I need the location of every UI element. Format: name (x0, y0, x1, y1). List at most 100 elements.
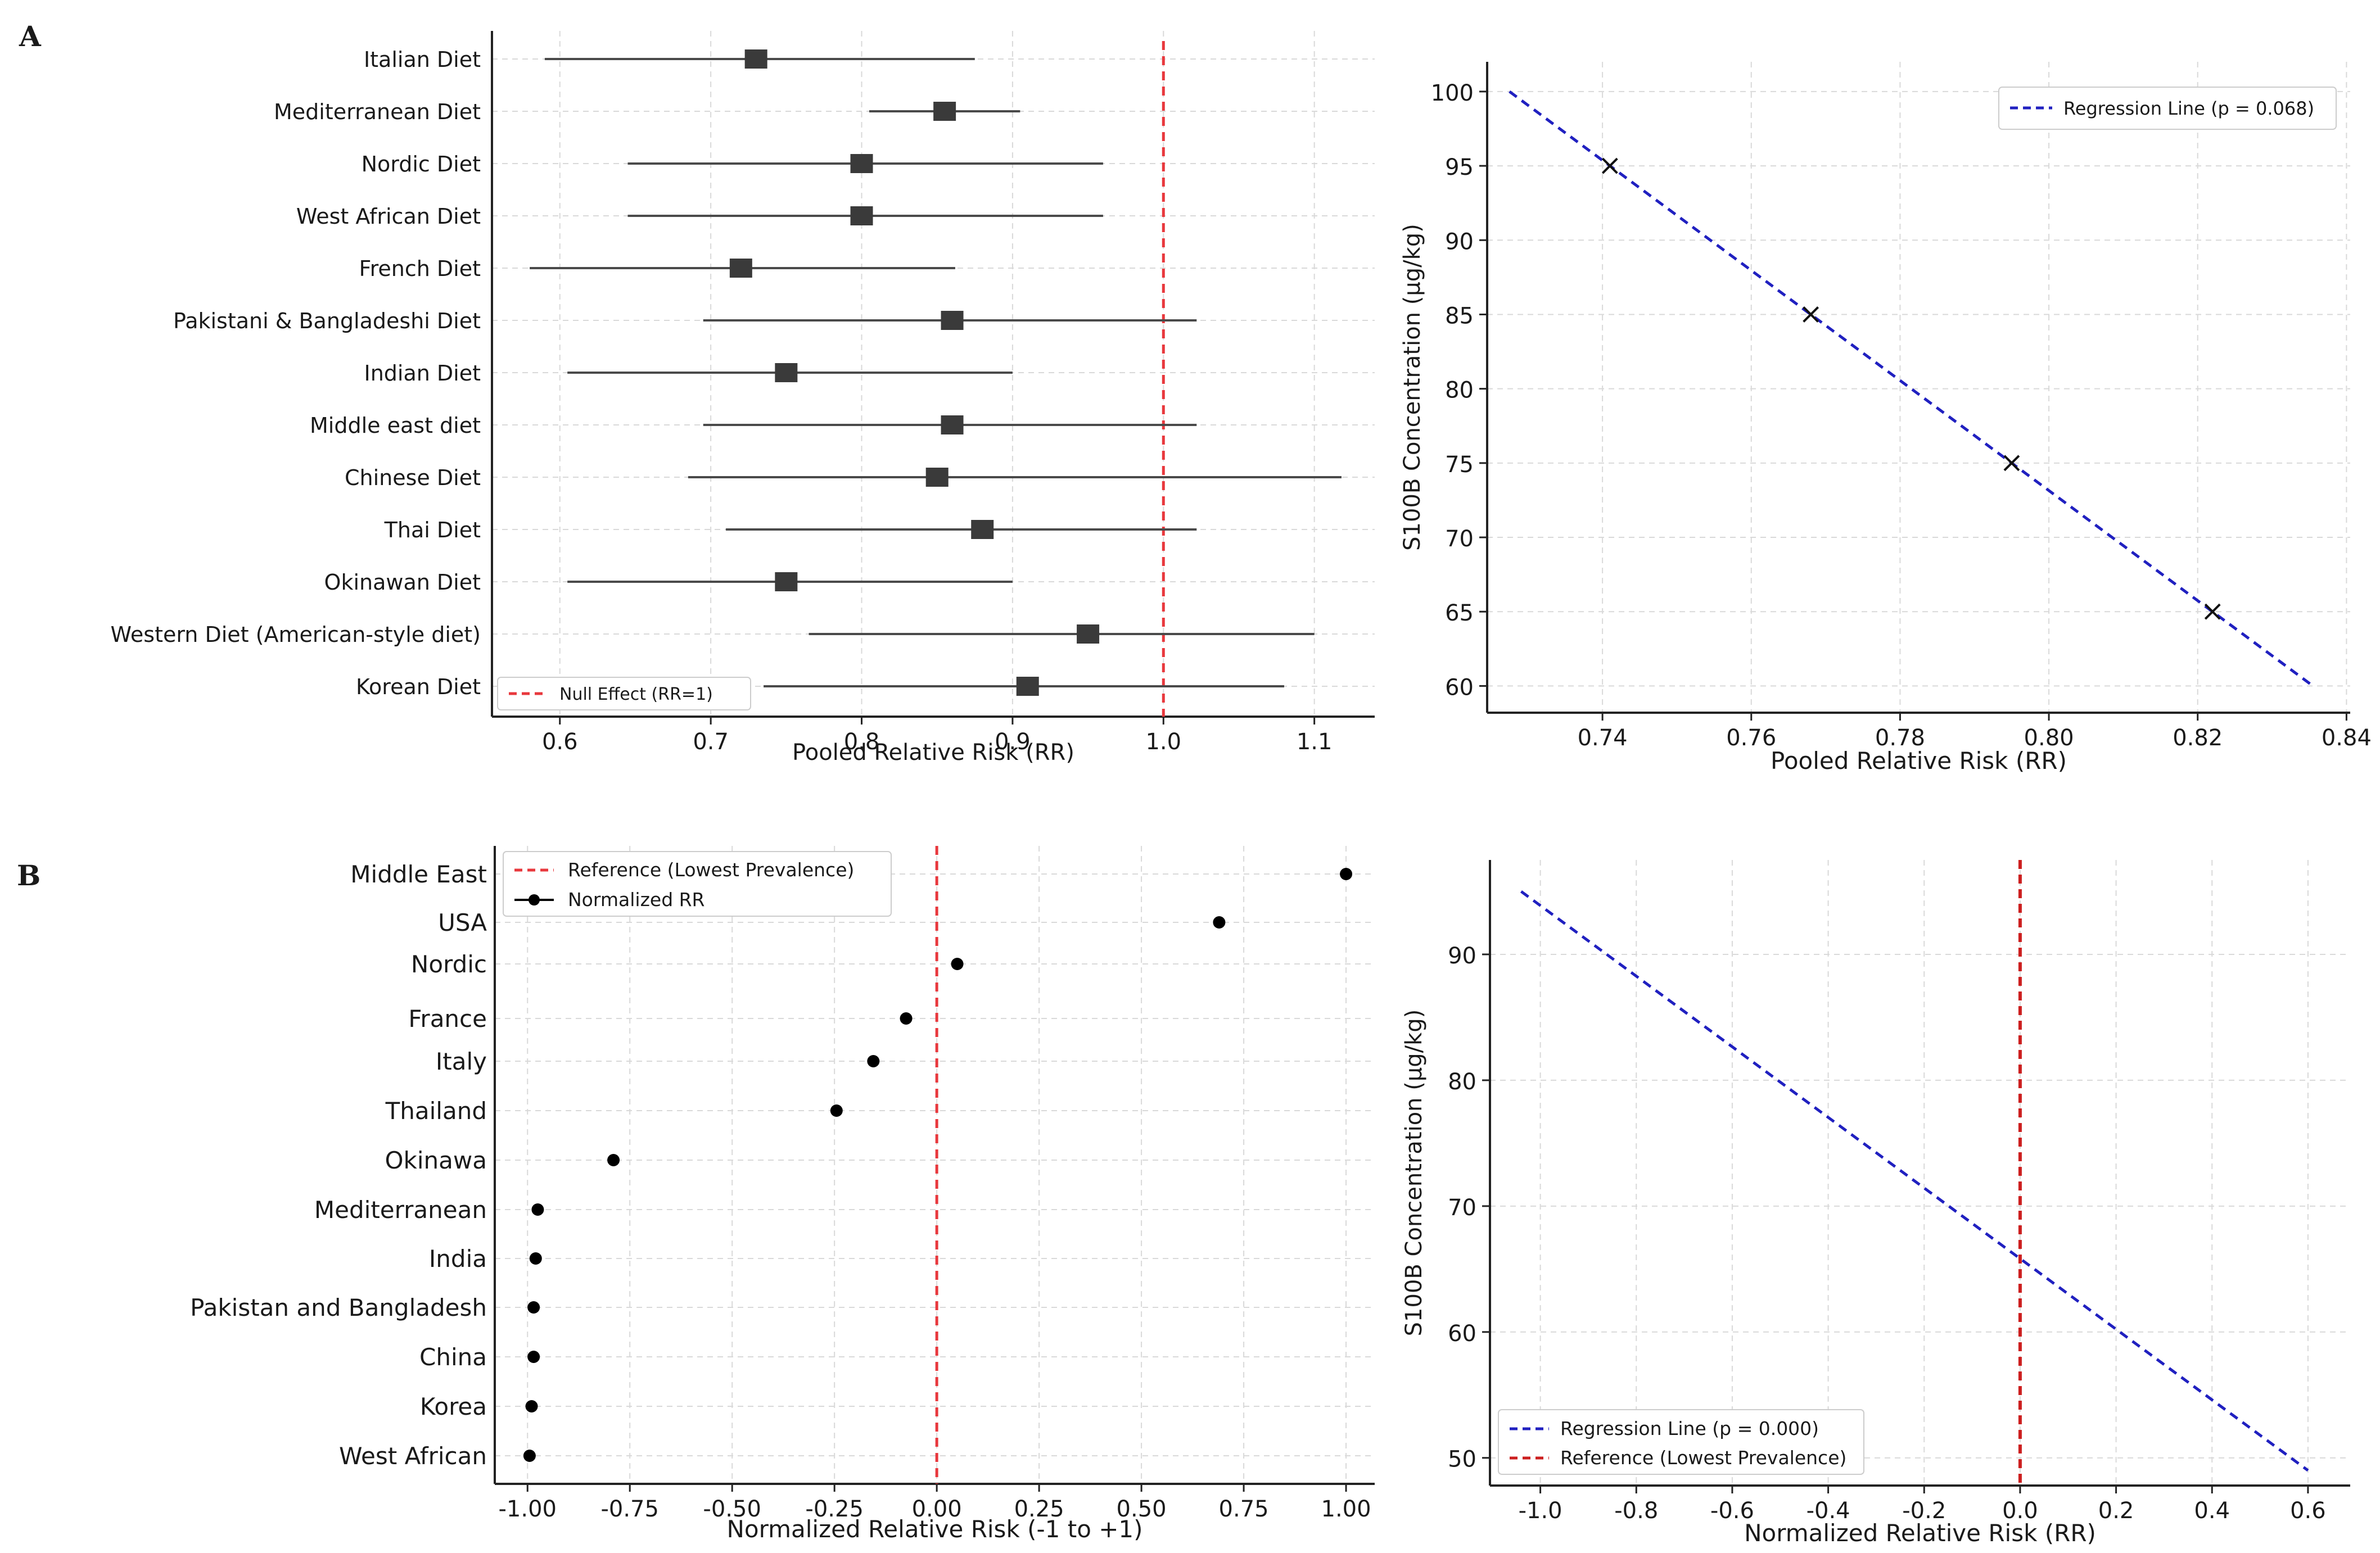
x-tick-label: 0.78 (1875, 725, 1925, 751)
point-estimate-marker (941, 415, 964, 434)
x-axis-label: Normalized Relative Risk (-1 to +1) (726, 1515, 1142, 1543)
y-tick-label: 50 (1448, 1447, 1476, 1473)
normalized-rr-point (529, 1252, 542, 1265)
diet-label: French Diet (359, 256, 481, 281)
region-label: Thailand (385, 1097, 487, 1125)
x-tick-label: 0.4 (2194, 1498, 2230, 1524)
legend: Null Effect (RR=1) (497, 677, 751, 710)
legend-label: Null Effect (RR=1) (559, 685, 713, 704)
diet-label: Korean Diet (356, 674, 481, 699)
normalized-rr-point (607, 1154, 620, 1166)
point-estimate-marker (850, 154, 873, 173)
normalized-rr-point (525, 1400, 538, 1412)
x-tick-label: 0.76 (1726, 725, 1776, 751)
x-tick-label: 0.50 (1117, 1496, 1167, 1522)
region-label: Korea (420, 1393, 487, 1420)
legend: Regression Line (p = 0.000) Reference (Lo… (1498, 1409, 1864, 1475)
panel-label-b: B (17, 859, 40, 892)
region-label: USA (438, 909, 487, 936)
y-tick-label: 80 (1448, 1069, 1476, 1095)
x-tick-label: 1.0 (1145, 729, 1181, 755)
x-tick-label: 0.2 (2098, 1498, 2134, 1524)
legend-box (1998, 87, 2337, 130)
diet-label: Chinese Diet (345, 465, 481, 490)
region-label: Nordic (411, 950, 487, 978)
point-estimate-marker (775, 572, 798, 591)
x-tick-label: 0.0 (2002, 1498, 2038, 1524)
normalized-rr-point (523, 1450, 536, 1462)
panel-label-a: A (19, 20, 42, 53)
y-tick-label: 95 (1445, 155, 1474, 180)
normalized-rr-point (951, 958, 964, 970)
legend: Regression Line (p = 0.068) (1998, 87, 2337, 130)
normalized-rr-point (1213, 916, 1226, 929)
forest-plot-diets: 0.6 0.7 0.8 0.9 1.0 1.1 Italian Diet Mediterran… (111, 31, 1375, 766)
x-tick-label: 0.00 (912, 1496, 962, 1522)
region-label: France (408, 1005, 487, 1033)
y-tick-label: 60 (1448, 1321, 1476, 1347)
y-tick-label: 100 (1431, 80, 1474, 106)
x-tick-label: 0.6 (2290, 1498, 2326, 1524)
diet-label: Mediterranean Diet (274, 99, 481, 124)
data-point-x-marker (2003, 455, 2020, 472)
regression-line (1520, 890, 2309, 1472)
x-tick-label: -1.0 (1519, 1498, 1562, 1524)
diet-label: Nordic Diet (362, 152, 481, 176)
normalized-rr-point (830, 1104, 843, 1117)
legend-box (503, 851, 892, 917)
y-tick-label: 70 (1448, 1195, 1476, 1221)
legend-label: Normalized RR (568, 889, 705, 911)
normalized-rr-point (531, 1203, 544, 1216)
data-point-x-marker (1601, 157, 1618, 174)
point-estimate-marker (971, 520, 994, 539)
x-axis-label: Pooled Relative Risk (RR) (792, 740, 1074, 766)
y-tick-label: 80 (1445, 378, 1474, 404)
x-tick-label: 0.80 (2024, 725, 2074, 751)
y-tick-label: 65 (1445, 600, 1474, 626)
point-estimate-marker (933, 102, 956, 121)
point-estimate-marker (941, 311, 964, 330)
data-point-x-marker (2204, 603, 2221, 620)
legend-swatch-point (529, 894, 540, 905)
diet-label: Thai Diet (384, 518, 481, 542)
x-tick-label: 0.75 (1219, 1496, 1269, 1522)
legend-label: Reference (Lowest Prevalence) (1560, 1447, 1846, 1469)
x-tick-label: -0.2 (1902, 1498, 1946, 1524)
point-estimate-marker (775, 363, 798, 382)
region-label: Middle East (350, 861, 487, 888)
normalized-rr-point (867, 1055, 880, 1067)
x-tick-label: -0.8 (1614, 1498, 1658, 1524)
legend-box (1498, 1409, 1864, 1475)
y-axis-label: S100B Concentration (µg/kg) (1399, 224, 1425, 551)
normalized-rr-point (527, 1351, 540, 1363)
x-tick-label: 0.25 (1014, 1496, 1064, 1522)
normalized-rr-point (900, 1012, 913, 1025)
point-estimate-marker (1016, 677, 1039, 696)
region-label: Mediterranean (314, 1196, 487, 1224)
point-estimate-marker (744, 49, 767, 69)
x-tick-label: -0.25 (805, 1496, 864, 1522)
x-tick-label: -1.00 (498, 1496, 557, 1522)
x-tick-label: -0.6 (1710, 1498, 1754, 1524)
x-tick-label: 0.9 (995, 729, 1031, 755)
x-tick-label: -0.75 (600, 1496, 659, 1522)
regression-plot-pooled-rr: 0.74 0.76 0.78 0.80 0.82 0.84 60 65 70 75 80 85 90 95… (1399, 62, 2372, 775)
region-label: Okinawa (385, 1147, 487, 1174)
x-tick-label: -0.4 (1807, 1498, 1850, 1524)
regression-plot-normalized-rr: -1.0 -0.8 -0.6 -0.4 -0.2 0.0 0.2 0.4 0.6 50 60 70 80… (1401, 860, 2350, 1547)
region-label: China (419, 1343, 487, 1371)
x-axis-label: Pooled Relative Risk (RR) (1771, 747, 2067, 775)
legend-label: Reference (Lowest Prevalence) (568, 859, 854, 881)
diet-label: Okinawan Diet (324, 570, 481, 595)
x-tick-label: 0.8 (844, 729, 880, 755)
x-tick-label: 0.84 (2322, 725, 2372, 751)
legend-box (497, 677, 751, 710)
legend-label: Regression Line (p = 0.000) (1560, 1418, 1819, 1439)
diet-label: Indian Diet (364, 361, 481, 386)
diet-label: Western Diet (American-style diet) (111, 622, 481, 647)
point-estimate-marker (925, 468, 949, 487)
x-tick-label: 0.7 (693, 729, 729, 755)
normalized-rr-dot-plot: -1.00 -0.75 -0.50 -0.25 0.00 0.25 0.50 0.75 1.00… (190, 846, 1375, 1543)
region-label: West African (339, 1442, 487, 1470)
x-tick-label: 0.82 (2173, 725, 2223, 751)
